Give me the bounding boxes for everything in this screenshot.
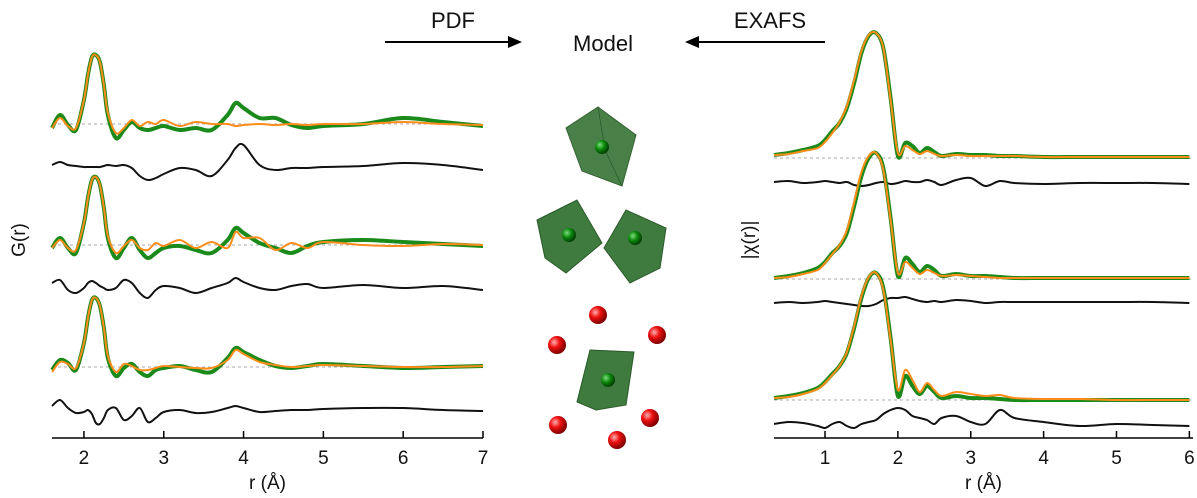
x-tick-label: 6 bbox=[398, 448, 409, 469]
data-line bbox=[774, 297, 1189, 306]
data-line bbox=[774, 178, 1189, 186]
x-tick-label: 7 bbox=[478, 448, 489, 469]
x-tick-label: 6 bbox=[1184, 448, 1195, 469]
data-line bbox=[52, 54, 483, 133]
x-axis-label: r (Å) bbox=[249, 473, 286, 494]
data-line bbox=[52, 297, 483, 372]
pdf-label: PDF bbox=[431, 8, 475, 33]
x-tick-label: 3 bbox=[965, 448, 976, 469]
octahedron bbox=[566, 107, 636, 186]
page: PDF Model EXAFS 2 3 4 5 6 7 r (Å) G(r) 1 2 3 4 5 6 r (… bbox=[0, 0, 1197, 498]
x-tick-label: 3 bbox=[158, 448, 169, 469]
arrow-head bbox=[685, 36, 699, 48]
data-line bbox=[774, 408, 1189, 428]
arrow-head bbox=[508, 36, 522, 48]
octahedron-with-oxygens bbox=[548, 306, 666, 449]
data-line bbox=[774, 32, 1189, 158]
data-line bbox=[774, 153, 1189, 279]
data-line bbox=[52, 54, 483, 138]
data-line bbox=[774, 272, 1189, 400]
y-axis-label: |χ(r)| bbox=[739, 221, 760, 260]
x-tick-label: 2 bbox=[893, 448, 904, 469]
model-label: Model bbox=[573, 31, 633, 56]
x-tick-label: 1 bbox=[820, 448, 831, 469]
octahedron-pair bbox=[537, 200, 666, 283]
x-tick-label: 4 bbox=[1038, 448, 1049, 469]
x-tick-label: 2 bbox=[79, 448, 90, 469]
figure: PDF Model EXAFS 2 3 4 5 6 7 r (Å) G(r) 1 2 3 4 5 6 r (… bbox=[0, 0, 1197, 498]
x-tick-label: 4 bbox=[238, 448, 249, 469]
data-line bbox=[774, 32, 1189, 157]
data-line bbox=[774, 272, 1189, 400]
data-line bbox=[52, 400, 483, 425]
data-line bbox=[52, 278, 483, 298]
exafs-label: EXAFS bbox=[734, 8, 806, 33]
x-axis-label: r (Å) bbox=[965, 473, 1002, 494]
x-tick-label: 5 bbox=[318, 448, 329, 469]
data-line bbox=[52, 144, 483, 180]
data-line bbox=[774, 152, 1189, 278]
y-axis-label: G(r) bbox=[9, 223, 30, 257]
x-tick-label: 5 bbox=[1111, 448, 1122, 469]
